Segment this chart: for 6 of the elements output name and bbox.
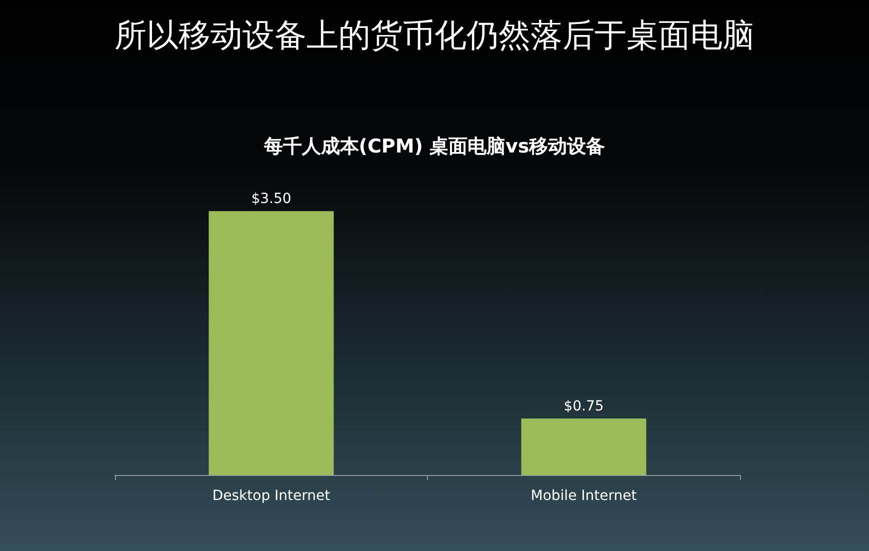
data-label: $3.50 <box>251 191 292 208</box>
x-tick-label: Desktop Internet <box>212 488 331 504</box>
data-label: $0.75 <box>564 398 604 414</box>
chart-subtitle: 每千人成本(CPM) 桌面电脑vs移动设备 <box>262 136 606 158</box>
chart-title: 所以移动设备上的货币化仍然落后于桌面电脑 <box>114 16 754 54</box>
x-tick-label: Mobile Internet <box>530 488 638 504</box>
